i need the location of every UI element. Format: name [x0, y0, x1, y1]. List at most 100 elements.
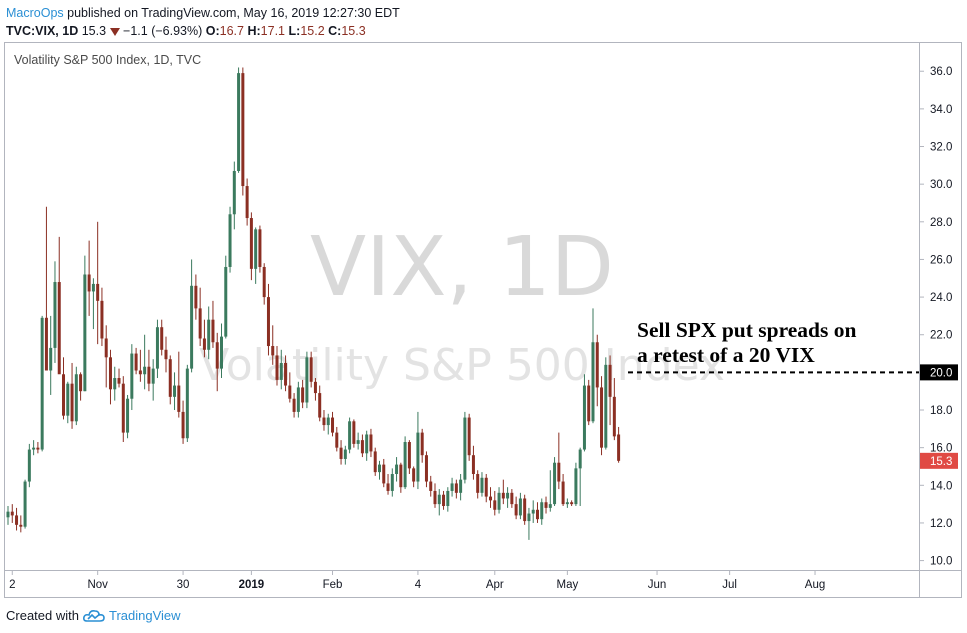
candle-body [155, 327, 159, 369]
candle-body [416, 432, 420, 482]
price-tick-label: 30.0 [930, 179, 952, 191]
candle [587, 379, 591, 426]
candle [66, 381, 70, 424]
candle [399, 462, 403, 493]
candle [49, 315, 53, 395]
open-label: O: [205, 24, 220, 38]
close-label: C: [328, 24, 342, 38]
candle [578, 447, 582, 507]
candle-body [407, 442, 411, 469]
watermark-main: VIX, 1D [310, 220, 614, 315]
candle-body [164, 349, 168, 360]
candle-body [207, 319, 211, 350]
candle-body [574, 468, 578, 505]
candle [446, 487, 450, 512]
candle [220, 323, 223, 379]
high-label: H: [247, 24, 261, 38]
candle [407, 440, 411, 475]
candle-body [437, 494, 441, 505]
candle-body [403, 442, 407, 488]
candle-body [335, 432, 339, 448]
time-axis: 2 Nov 30 2019 Feb 4 Apr May Jun Jul Aug [9, 570, 825, 591]
candle-body [514, 504, 518, 516]
candle [10, 504, 14, 523]
candle [305, 351, 309, 409]
candle [284, 355, 288, 392]
candle [484, 474, 488, 503]
candle-body [578, 449, 582, 469]
price-tick-label: 22.0 [930, 330, 952, 342]
price-tick-label: 18.0 [930, 405, 952, 417]
candle [565, 498, 569, 508]
candle-body [245, 186, 249, 219]
open-value: 16.7 [219, 24, 244, 38]
candle [44, 206, 48, 371]
candle [151, 359, 155, 401]
tradingview-brand-link[interactable]: TradingView [108, 608, 181, 623]
candle-body [382, 464, 386, 484]
candle-body [147, 366, 151, 384]
candle [245, 178, 249, 226]
candle [343, 445, 347, 465]
candle-body [288, 385, 292, 399]
candle-body [10, 511, 14, 516]
candle [497, 487, 501, 514]
price-tick-label: 36.0 [930, 66, 952, 78]
candle [228, 206, 232, 273]
candle [360, 434, 364, 458]
candle [523, 494, 527, 525]
last-price-label: 15.3 [930, 456, 952, 468]
author-link[interactable]: MacroOps [6, 6, 64, 20]
candle-body [446, 490, 450, 507]
candle [87, 240, 91, 316]
candle-body [386, 483, 390, 491]
candle [108, 349, 112, 405]
candle [113, 366, 117, 401]
candle [480, 472, 484, 497]
candle-body [279, 362, 283, 380]
candle-body [331, 417, 335, 433]
candle [6, 506, 10, 525]
candle [249, 212, 253, 281]
candle-body [595, 342, 599, 388]
candle-body [339, 447, 343, 459]
candle-body [27, 449, 31, 482]
candle-body [535, 509, 539, 520]
candle [403, 436, 407, 490]
candle-body [356, 440, 360, 444]
candle [121, 376, 125, 443]
price-tick-label: 16.0 [930, 443, 952, 455]
candle [143, 334, 147, 390]
candle [160, 319, 164, 356]
candle-body [271, 346, 275, 356]
candle-body [540, 502, 544, 520]
candle [173, 372, 177, 411]
candle [138, 349, 142, 382]
candle-body [544, 502, 548, 508]
candle [514, 496, 518, 520]
candle-body [454, 483, 458, 493]
candle [74, 366, 78, 426]
candle-body [211, 319, 215, 343]
price-tick-label: 12.0 [930, 518, 952, 530]
chart[interactable]: VIX, 1D Volatility S&P 500 Index Volatil… [0, 40, 967, 600]
candle [574, 462, 578, 507]
candle-body [489, 496, 493, 501]
candle-body [228, 214, 232, 267]
candle-body [6, 511, 10, 518]
candle-body [570, 502, 574, 505]
candle [100, 287, 104, 347]
candle-body [467, 417, 471, 456]
candle [424, 451, 428, 488]
candle [224, 255, 228, 339]
candle [258, 225, 262, 273]
candle-body [57, 282, 61, 375]
candle-body [565, 502, 569, 505]
candle [83, 255, 87, 392]
footer: Created with TradingView [6, 607, 181, 625]
candle [557, 432, 561, 490]
candle [437, 489, 441, 516]
candle-body [348, 421, 352, 450]
candle-body [15, 515, 19, 525]
candle [96, 221, 100, 345]
